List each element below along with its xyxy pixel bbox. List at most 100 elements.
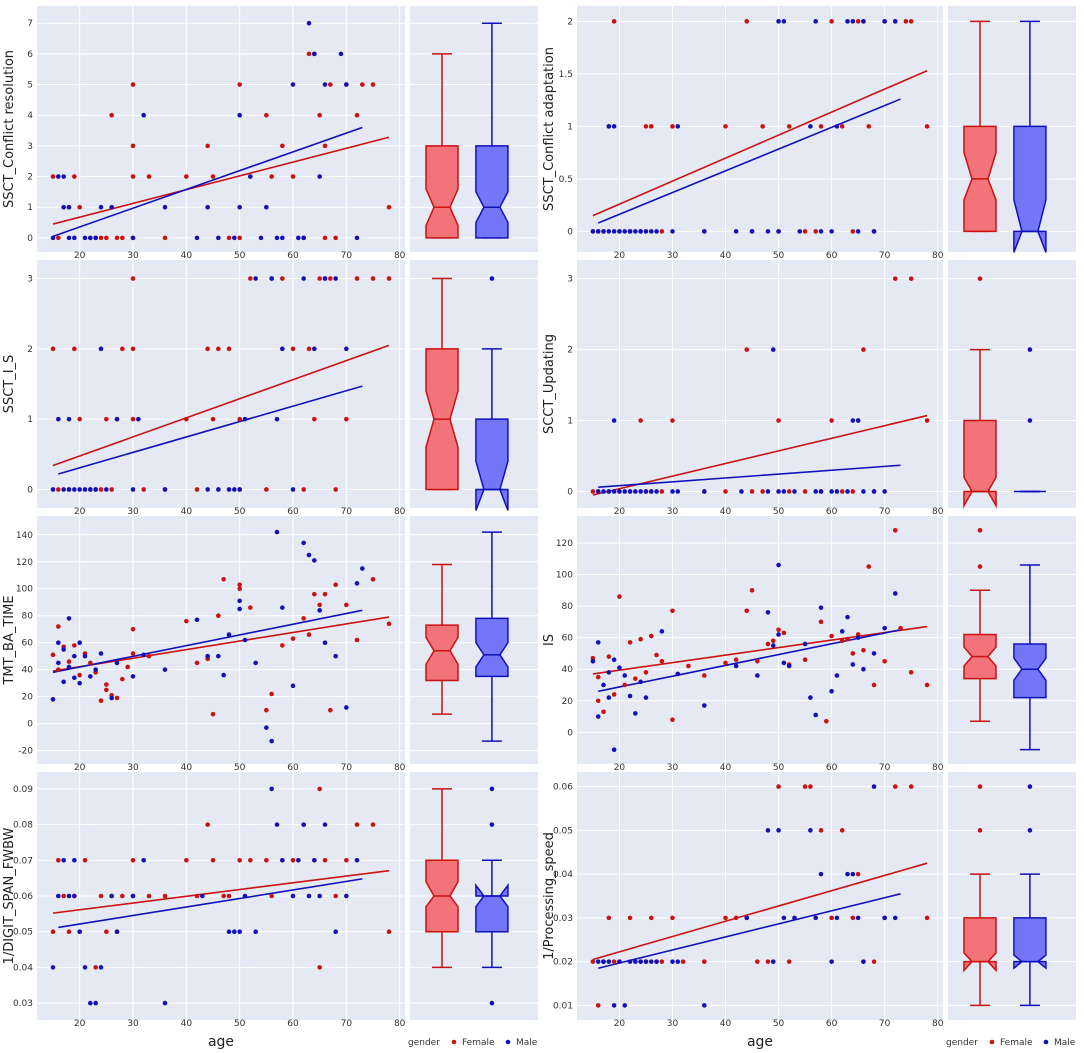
male-point: [82, 235, 88, 241]
y-tick-label: 0: [27, 720, 33, 730]
outlier-point: [977, 564, 983, 569]
y-tick-label: 0.06: [13, 892, 33, 902]
male-point: [606, 670, 612, 675]
female-point: [66, 659, 72, 664]
y-tick-label: 4: [27, 111, 33, 121]
y-tick-label: 1: [567, 417, 573, 427]
female-point: [781, 630, 787, 636]
male-point: [194, 235, 200, 241]
female-point: [606, 915, 612, 921]
male-point: [611, 418, 617, 423]
male-point: [61, 174, 66, 179]
male-point: [601, 682, 606, 688]
notched-box: [1013, 125, 1047, 253]
male-point: [253, 276, 258, 281]
male-point: [141, 858, 146, 863]
male-point: [280, 346, 285, 352]
female-point: [184, 618, 189, 624]
female-point: [839, 124, 845, 129]
female-point: [56, 235, 61, 241]
male-point: [264, 725, 269, 730]
female-point: [654, 652, 659, 658]
female-point: [898, 625, 903, 631]
male-point: [755, 673, 760, 678]
female-point: [627, 915, 633, 921]
male-point: [617, 665, 622, 670]
x-tick-label: 30: [127, 507, 139, 517]
male-point: [50, 965, 56, 970]
male-point: [114, 416, 120, 422]
male-point: [322, 822, 328, 827]
female-point: [733, 915, 739, 921]
male-point: [829, 688, 834, 694]
legend: gender Female Male: [946, 1038, 1076, 1048]
y-tick-label: 80: [22, 612, 34, 622]
female-point: [205, 822, 210, 827]
male-point: [226, 632, 232, 637]
female-point: [776, 418, 781, 423]
male-regression-line: [52, 126, 363, 238]
male-point: [855, 635, 861, 640]
female-regression-line: [52, 616, 390, 672]
female-point: [72, 174, 77, 179]
female-point: [237, 858, 242, 863]
female-point: [130, 82, 136, 87]
female-point: [686, 663, 691, 669]
male-point: [301, 276, 306, 281]
male-point: [360, 566, 365, 571]
male-point: [66, 487, 72, 492]
male-point: [72, 675, 77, 681]
male-point: [829, 959, 834, 964]
y-tick-label: 0.08: [13, 821, 33, 831]
y-tick-label: 0.07: [13, 856, 33, 866]
notched-box: [963, 917, 997, 973]
male-point: [776, 562, 781, 568]
male-point: [61, 204, 66, 210]
female-point: [210, 711, 216, 717]
y-tick-label: 1: [567, 122, 573, 132]
male-point: [312, 346, 317, 352]
male-regression-line: [598, 893, 901, 970]
female-point: [370, 82, 376, 87]
male-point: [338, 51, 344, 57]
female-point: [643, 124, 649, 129]
x-axis-label: age: [208, 1034, 234, 1050]
male-point: [702, 703, 707, 708]
female-point: [845, 636, 850, 642]
female-point: [749, 489, 755, 494]
male-point: [627, 489, 633, 494]
female-point: [744, 347, 750, 352]
female-point: [839, 638, 845, 644]
male-boxplot: [1013, 347, 1046, 493]
x-tick-label: 50: [234, 763, 246, 773]
male-point: [88, 674, 93, 679]
female-regression-line: [52, 136, 390, 225]
female-point: [72, 643, 77, 648]
male-point: [829, 229, 834, 234]
male-boxplot: [475, 276, 509, 511]
male-point: [595, 714, 601, 719]
female-point: [50, 346, 56, 352]
male-point: [601, 489, 606, 494]
female-point: [56, 667, 61, 672]
male-point: [776, 632, 781, 637]
male-point: [274, 822, 280, 827]
male-point: [850, 418, 856, 423]
female-point: [855, 871, 861, 877]
female-point: [328, 707, 333, 713]
female-point: [56, 858, 61, 863]
male-regression-line: [598, 464, 901, 489]
outlier-point: [489, 1000, 495, 1006]
male-point: [781, 915, 787, 921]
female-point: [344, 416, 349, 422]
female-point: [670, 124, 675, 129]
female-point: [333, 235, 338, 241]
female-point: [924, 915, 930, 921]
female-point: [590, 959, 596, 964]
female-point: [130, 143, 136, 149]
female-point: [643, 670, 649, 675]
female-point: [924, 124, 930, 129]
female-boxplot: [425, 563, 459, 715]
female-point: [221, 577, 226, 582]
male-point: [322, 82, 328, 87]
